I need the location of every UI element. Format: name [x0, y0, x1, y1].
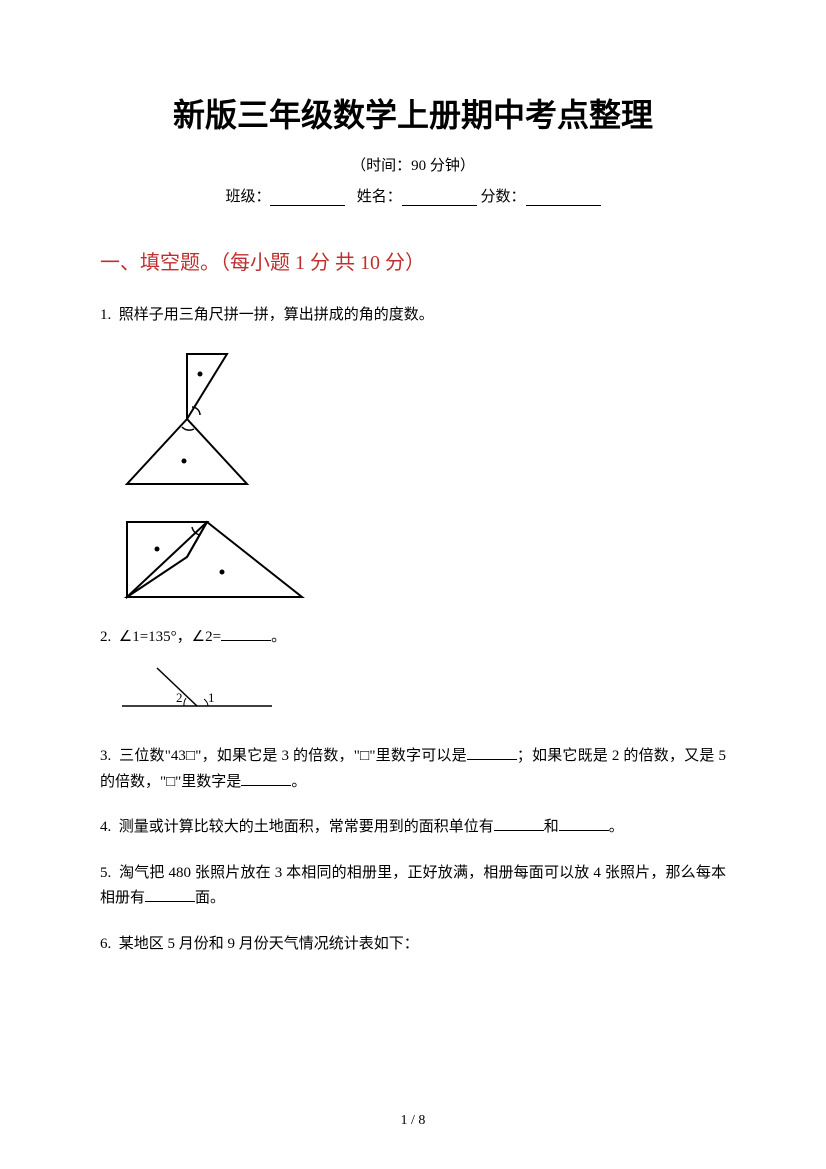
q2-text-b: 。 [271, 629, 286, 645]
q2-text-a: ∠1=135°，∠2= [119, 629, 221, 645]
class-label: 班级： [225, 189, 270, 205]
q2-figure: 2 1 [112, 666, 726, 716]
question-4: 4. 测量或计算比较大的土地面积，常常要用到的面积单位有 和 。 [100, 815, 726, 841]
q4-blank-1 [494, 817, 544, 831]
svg-text:2: 2 [176, 690, 183, 705]
question-5: 5. 淘气把 480 张照片放在 3 本相同的相册里，正好放满，相册每面可以放 … [100, 861, 726, 912]
q4-text-a: 测量或计算比较大的土地面积，常常要用到的面积单位有 [119, 819, 494, 835]
q1-num: 1. [100, 307, 111, 323]
q3-blank-1 [467, 746, 517, 760]
question-1: 1. 照样子用三角尺拼一拼，算出拼成的角的度数。 [100, 303, 726, 329]
q3-text-a: 三位数"43□"，如果它是 3 的倍数，"□"里数字可以是 [119, 748, 467, 764]
question-2: 2. ∠1=135°，∠2= 。 [100, 625, 726, 651]
q4-text-c: 。 [609, 819, 624, 835]
q6-text: 某地区 5 月份和 9 月份天气情况统计表如下： [119, 936, 419, 952]
question-6: 6. 某地区 5 月份和 9 月份天气情况统计表如下： [100, 932, 726, 958]
q5-num: 5. [100, 865, 111, 881]
student-info-line: 班级： 姓名： 分数： [100, 185, 726, 206]
svg-text:1: 1 [208, 690, 215, 705]
q1-figure-bottom [112, 507, 726, 607]
section-1-header: 一、填空题。（每小题 1 分 共 10 分） [100, 246, 726, 275]
q6-num: 6. [100, 936, 111, 952]
exam-time: （时间：90 分钟） [100, 154, 726, 175]
page-title: 新版三年级数学上册期中考点整理 [100, 90, 726, 136]
q4-num: 4. [100, 819, 111, 835]
name-label: 姓名： [357, 189, 402, 205]
q5-blank [145, 888, 195, 902]
score-label: 分数： [481, 189, 526, 205]
q4-blank-2 [559, 817, 609, 831]
q4-text-b: 和 [544, 819, 559, 835]
q1-text: 照样子用三角尺拼一拼，算出拼成的角的度数。 [119, 307, 434, 323]
q3-blank-2 [241, 772, 291, 786]
score-blank [526, 190, 601, 206]
q3-num: 3. [100, 748, 111, 764]
q1-figure-top [112, 349, 726, 489]
question-3: 3. 三位数"43□"，如果它是 3 的倍数，"□"里数字可以是；如果它既是 2… [100, 744, 726, 795]
class-blank [270, 190, 345, 206]
q5-text-b: 面。 [195, 890, 225, 906]
q2-num: 2. [100, 629, 111, 645]
q2-blank [221, 627, 271, 641]
name-blank [402, 190, 477, 206]
q3-text-c: 。 [291, 774, 306, 790]
page-footer: 1 / 8 [0, 1113, 826, 1129]
